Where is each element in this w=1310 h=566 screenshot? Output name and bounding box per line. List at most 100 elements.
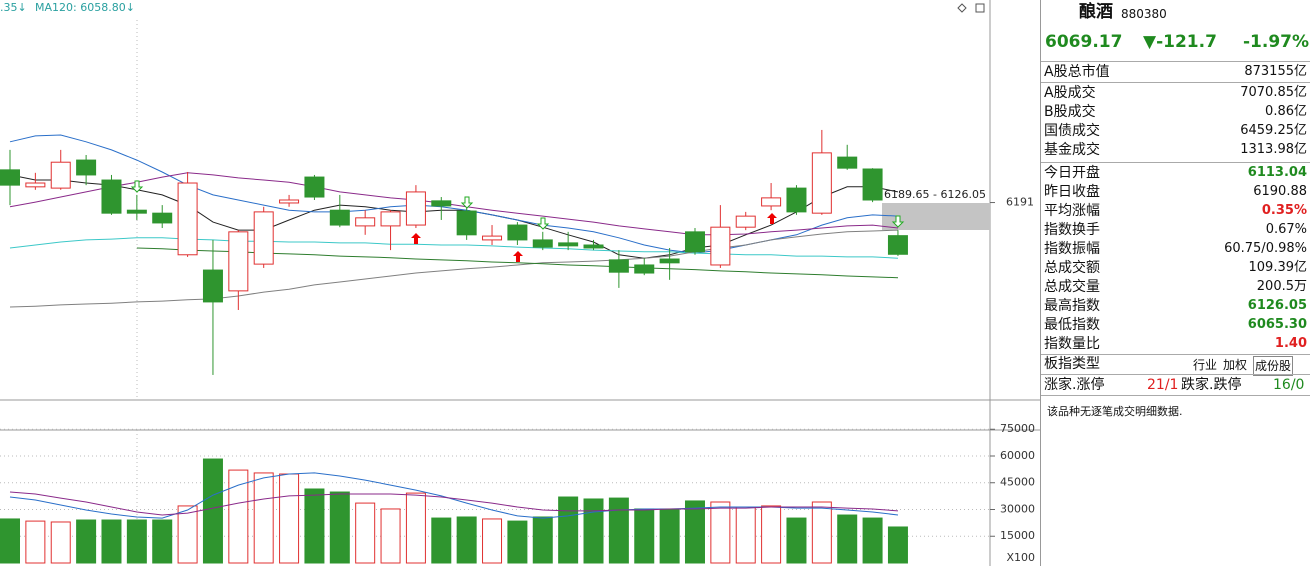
row-label: 指数量比 xyxy=(1044,336,1100,352)
ma-line xyxy=(9,229,899,308)
row-label: 跌家.跌停 xyxy=(1181,377,1242,393)
separator xyxy=(1041,395,1310,396)
row-value: 6065.30 xyxy=(1247,317,1307,332)
row-label: 指数换手 xyxy=(1044,222,1100,238)
signal-arrow xyxy=(891,215,905,228)
volume-bar xyxy=(202,458,223,564)
row-value: 0.67% xyxy=(1265,222,1307,237)
row-value: 109.39亿 xyxy=(1248,260,1308,275)
index-type[interactable]: 成份股 xyxy=(1253,356,1294,376)
candle-body xyxy=(811,152,832,214)
row-value: 873155亿 xyxy=(1244,64,1307,79)
signal-arrow xyxy=(513,251,523,262)
indicator-label: .35↓ xyxy=(0,1,27,14)
candle-body xyxy=(507,224,528,241)
volume-bar xyxy=(177,505,198,564)
row-label: 总成交量 xyxy=(1044,279,1100,295)
row-label: 平均涨幅 xyxy=(1044,203,1100,219)
separator xyxy=(1041,162,1310,163)
gap-annotation: 6189.65 - 6126.05 xyxy=(884,188,986,201)
candle-body xyxy=(608,259,629,273)
volume-bar xyxy=(228,469,249,564)
y-tick-label: 6191 xyxy=(1006,196,1034,209)
row-label: 指数振幅 xyxy=(1044,241,1100,257)
index-type[interactable]: 行业 xyxy=(1193,358,1218,372)
row-value: 60.75/0.98% xyxy=(1224,241,1307,256)
breadth-down: 16/0 xyxy=(1273,377,1305,393)
volume-bar xyxy=(583,498,604,564)
candle-body xyxy=(0,169,20,186)
candle-body xyxy=(634,264,655,274)
volume-bar xyxy=(837,514,858,564)
ma-line xyxy=(9,174,899,259)
volume-bar xyxy=(710,501,731,564)
ma-line xyxy=(9,237,899,259)
volume-bar xyxy=(304,488,325,564)
candle-body xyxy=(862,168,883,201)
row-label: 涨家.涨停 xyxy=(1044,377,1105,393)
volume-bar xyxy=(532,516,553,564)
icon[interactable] xyxy=(957,3,967,13)
volume-bar xyxy=(152,519,173,564)
separator xyxy=(1041,82,1310,83)
candle-body xyxy=(177,182,198,256)
candle-body xyxy=(837,156,858,169)
volume-bar xyxy=(355,502,376,564)
candle-body xyxy=(202,269,223,303)
volume-bar xyxy=(126,519,147,564)
candle-body xyxy=(101,179,122,214)
separator xyxy=(1041,354,1310,355)
candle-body xyxy=(786,187,807,213)
row-value: 7070.85亿 xyxy=(1240,85,1307,100)
volume-bar xyxy=(811,501,832,564)
signal-arrow xyxy=(536,217,550,230)
volume-bar xyxy=(380,508,401,564)
row-label: B股成交 xyxy=(1044,104,1096,120)
candle-body xyxy=(228,231,249,292)
row-label: A股总市值 xyxy=(1044,64,1110,80)
row-label: 国债成交 xyxy=(1044,123,1100,139)
row-value: 6190.88 xyxy=(1253,184,1307,199)
volume-bar xyxy=(405,492,426,564)
volume-bar xyxy=(101,519,122,564)
row-label: 昨日收盘 xyxy=(1044,184,1100,200)
candle-body xyxy=(761,197,782,207)
index-type[interactable]: 加权 xyxy=(1223,358,1248,372)
volume-bar xyxy=(608,497,629,564)
volume-bar xyxy=(507,520,528,564)
row-value: 0.35% xyxy=(1261,203,1307,218)
volume-bar xyxy=(558,496,579,564)
index-name: 酿酒 xyxy=(1079,2,1113,22)
candle-body xyxy=(710,226,731,266)
ma-line xyxy=(9,134,899,254)
candle-body xyxy=(253,211,274,265)
candle-body xyxy=(50,161,71,189)
note: 该品种无逐笔成交明细数据. xyxy=(1047,405,1183,418)
candle-body xyxy=(887,235,908,255)
volume-bar xyxy=(25,520,46,564)
row-value: 1313.98亿 xyxy=(1240,142,1307,157)
ma-line xyxy=(9,491,899,516)
candle-body xyxy=(583,244,604,249)
volume-bar xyxy=(431,517,452,564)
candle-body xyxy=(532,239,553,248)
volume-bar xyxy=(634,508,655,564)
icon[interactable] xyxy=(975,3,985,13)
volume-bar xyxy=(0,518,20,564)
volume-bar xyxy=(50,521,71,564)
y-unit-label: X100 xyxy=(1006,551,1035,564)
y-tick-label: 30000 xyxy=(1000,502,1035,515)
y-tick-label: 60000 xyxy=(1000,449,1035,462)
candle-body xyxy=(304,176,325,198)
candle-body xyxy=(152,212,173,224)
candle-body xyxy=(329,209,350,226)
volume-bar xyxy=(862,517,883,564)
candle-body xyxy=(659,258,680,264)
candle-body xyxy=(684,231,705,253)
candle-body xyxy=(405,191,426,226)
ma-line xyxy=(9,172,899,236)
volume-bar xyxy=(761,505,782,564)
row-label: 今日开盘 xyxy=(1044,165,1100,181)
last-price: 6069.17 xyxy=(1045,32,1123,52)
quote-panel: 酿酒 880380 6069.17 ▼-121.7 -1.97% A股总市值 87… xyxy=(1040,0,1310,566)
